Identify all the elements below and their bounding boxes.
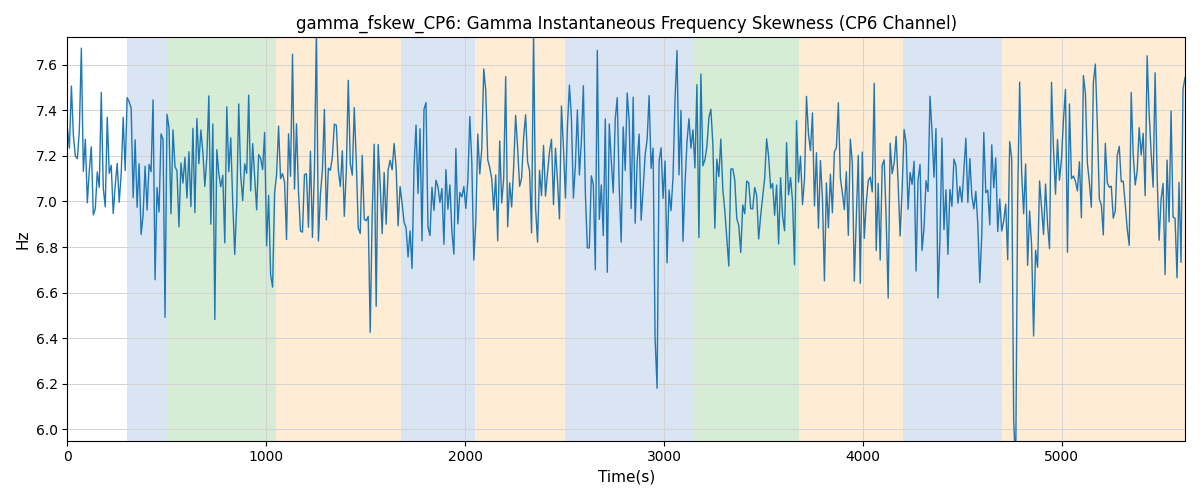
Bar: [1002, 38, 1186, 440]
Bar: [276, 38, 402, 440]
Bar: [127, 38, 167, 440]
Bar: [799, 38, 902, 440]
Bar: [475, 38, 564, 440]
Bar: [402, 38, 475, 440]
Bar: [694, 38, 799, 440]
Y-axis label: Hz: Hz: [16, 230, 30, 249]
Bar: [167, 38, 276, 440]
Bar: [902, 38, 1002, 440]
Bar: [564, 38, 674, 440]
Title: gamma_fskew_CP6: Gamma Instantaneous Frequency Skewness (CP6 Channel): gamma_fskew_CP6: Gamma Instantaneous Fre…: [295, 15, 956, 34]
Bar: [674, 38, 694, 440]
X-axis label: Time(s): Time(s): [598, 470, 655, 485]
